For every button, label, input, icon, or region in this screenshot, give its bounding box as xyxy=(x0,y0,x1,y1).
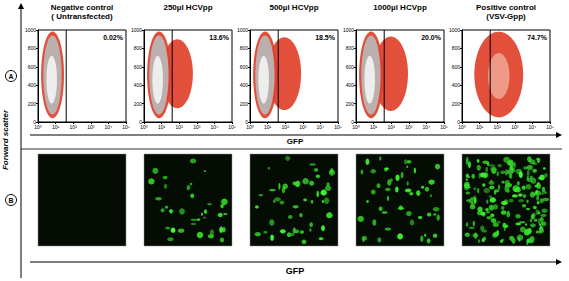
svg-text:10⁵: 10⁵ xyxy=(334,124,342,130)
svg-text:Forward scatter: Forward scatter xyxy=(1,109,10,170)
svg-text:600: 600 xyxy=(346,64,355,70)
svg-text:10²: 10² xyxy=(70,124,78,130)
svg-text:400: 400 xyxy=(28,82,37,88)
svg-text:10³: 10³ xyxy=(405,124,413,130)
svg-text:10³: 10³ xyxy=(299,124,307,130)
svg-text:10⁴: 10⁴ xyxy=(105,124,113,130)
svg-text:0: 0 xyxy=(139,119,142,125)
svg-text:800: 800 xyxy=(28,45,37,51)
svg-text:10²: 10² xyxy=(494,124,502,130)
svg-text:800: 800 xyxy=(134,45,143,51)
svg-text:600: 600 xyxy=(28,64,37,70)
svg-text:800: 800 xyxy=(452,45,461,51)
svg-text:200: 200 xyxy=(134,101,143,107)
svg-text:200: 200 xyxy=(28,101,37,107)
svg-text:10²: 10² xyxy=(388,124,396,130)
svg-text:1000µl HCVpp: 1000µl HCVpp xyxy=(373,3,427,12)
svg-text:20.0%: 20.0% xyxy=(421,34,442,41)
svg-text:400: 400 xyxy=(134,82,143,88)
svg-text:200: 200 xyxy=(452,101,461,107)
svg-text:GFP: GFP xyxy=(286,266,305,276)
svg-text:10¹: 10¹ xyxy=(52,124,60,130)
svg-text:1000: 1000 xyxy=(237,27,248,33)
svg-text:0.02%: 0.02% xyxy=(103,34,124,41)
svg-text:GFP: GFP xyxy=(287,137,304,146)
svg-text:1000: 1000 xyxy=(25,27,36,33)
svg-text:10¹: 10¹ xyxy=(264,124,272,130)
svg-text:0: 0 xyxy=(457,119,460,125)
svg-text:1000: 1000 xyxy=(449,27,460,33)
svg-text:10¹: 10¹ xyxy=(476,124,484,130)
svg-text:400: 400 xyxy=(452,82,461,88)
svg-text:10³: 10³ xyxy=(511,124,519,130)
svg-text:1000: 1000 xyxy=(131,27,142,33)
svg-text:10⁰: 10⁰ xyxy=(140,124,148,130)
svg-text:10⁰: 10⁰ xyxy=(34,124,42,130)
svg-text:400: 400 xyxy=(346,82,355,88)
svg-text:0: 0 xyxy=(245,119,248,125)
svg-text:600: 600 xyxy=(240,64,249,70)
svg-text:600: 600 xyxy=(134,64,143,70)
svg-text:10³: 10³ xyxy=(87,124,95,130)
svg-text:800: 800 xyxy=(240,45,249,51)
svg-text:10⁴: 10⁴ xyxy=(211,124,219,130)
svg-text:Positive control: Positive control xyxy=(476,3,536,12)
svg-text:10⁴: 10⁴ xyxy=(529,124,537,130)
svg-text:10⁵: 10⁵ xyxy=(546,124,554,130)
svg-text:13.6%: 13.6% xyxy=(209,34,230,41)
svg-text:10⁵: 10⁵ xyxy=(228,124,236,130)
svg-text:B: B xyxy=(8,197,13,204)
svg-text:( Untransfected): ( Untransfected) xyxy=(51,12,113,21)
svg-text:200: 200 xyxy=(240,101,249,107)
svg-text:10¹: 10¹ xyxy=(370,124,378,130)
svg-text:10²: 10² xyxy=(282,124,290,130)
svg-text:10⁵: 10⁵ xyxy=(440,124,448,130)
svg-text:10¹: 10¹ xyxy=(158,124,166,130)
svg-text:10⁴: 10⁴ xyxy=(423,124,431,130)
svg-text:400: 400 xyxy=(240,82,249,88)
svg-text:1000: 1000 xyxy=(343,27,354,33)
svg-text:200: 200 xyxy=(346,101,355,107)
svg-text:Negative control: Negative control xyxy=(51,3,114,12)
svg-text:10⁰: 10⁰ xyxy=(458,124,466,130)
svg-text:A: A xyxy=(8,73,13,80)
svg-text:(VSV-Gpp): (VSV-Gpp) xyxy=(486,12,526,21)
svg-text:10⁰: 10⁰ xyxy=(246,124,254,130)
svg-text:10⁴: 10⁴ xyxy=(317,124,325,130)
svg-text:600: 600 xyxy=(452,64,461,70)
svg-text:0: 0 xyxy=(351,119,354,125)
svg-text:500µl HCVpp: 500µl HCVpp xyxy=(269,3,318,12)
svg-text:10⁵: 10⁵ xyxy=(122,124,130,130)
svg-text:18.5%: 18.5% xyxy=(315,34,336,41)
svg-text:10²: 10² xyxy=(176,124,184,130)
svg-text:10⁰: 10⁰ xyxy=(352,124,360,130)
svg-text:74.7%: 74.7% xyxy=(527,34,548,41)
svg-text:800: 800 xyxy=(346,45,355,51)
svg-text:250µl HCVpp: 250µl HCVpp xyxy=(163,3,212,12)
svg-text:0: 0 xyxy=(33,119,36,125)
svg-text:10³: 10³ xyxy=(193,124,201,130)
